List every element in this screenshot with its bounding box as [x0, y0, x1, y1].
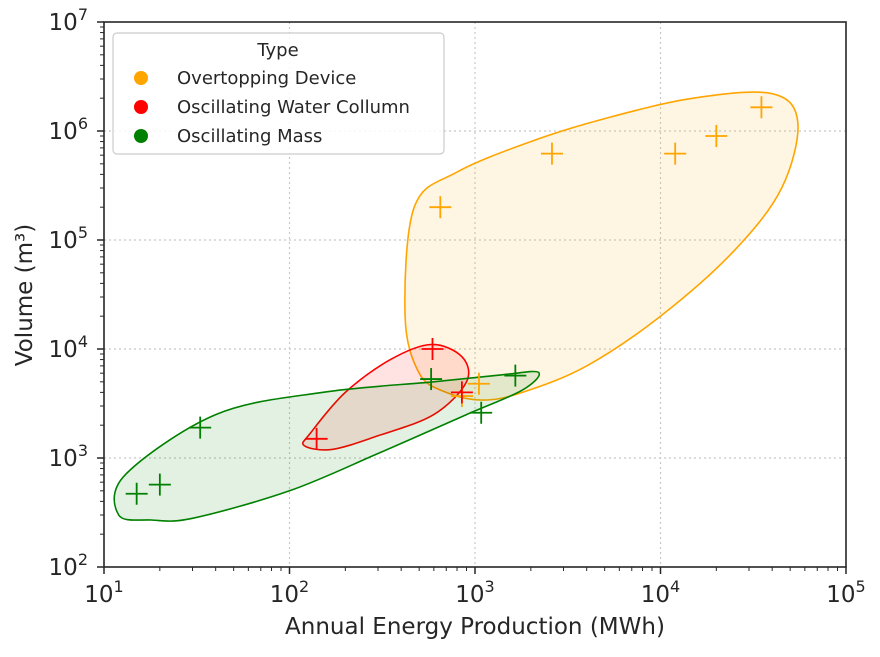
cluster-regions — [113, 91, 799, 522]
legend-swatch-oscillating-mass — [134, 129, 148, 143]
x-tick-label: 101 — [84, 577, 123, 608]
region-oscillating-water-collumn — [301, 343, 470, 451]
marker-overtopping-device — [750, 96, 773, 119]
y-tick-label: 106 — [49, 114, 88, 145]
y-axis-title: Volume (m³) — [12, 224, 38, 366]
legend-title: Type — [256, 40, 298, 61]
marker-oscillating-mass — [189, 416, 212, 439]
marker-oscillating-mass — [420, 368, 443, 391]
legend: Type Overtopping Device Oscillating Wate… — [112, 32, 445, 155]
y-tick-label: 107 — [49, 5, 88, 36]
legend-label-oscillating-water-collumn: Oscillating Water Collumn — [177, 97, 410, 118]
x-tick-label: 104 — [641, 577, 680, 608]
marker-oscillating-mass — [504, 364, 527, 387]
marker-oscillating-mass — [470, 401, 493, 424]
marker-oscillating-mass — [148, 473, 171, 496]
marker-overtopping-device — [429, 196, 452, 219]
y-tick-label: 103 — [49, 441, 88, 472]
legend-swatch-overtopping-device — [134, 71, 148, 85]
marker-overtopping-device — [664, 142, 687, 165]
y-tick-label: 105 — [49, 223, 88, 254]
region-overtopping-device — [404, 91, 799, 401]
x-tick-label: 105 — [826, 577, 865, 608]
marker-oscillating-water-collumn — [450, 381, 473, 404]
x-tick-label: 102 — [270, 577, 309, 608]
marker-oscillating-water-collumn — [421, 338, 444, 360]
legend-label-oscillating-mass: Oscillating Mass — [177, 126, 322, 147]
marker-overtopping-device — [540, 142, 563, 165]
marker-overtopping-device — [705, 124, 728, 147]
y-tick-label: 104 — [49, 332, 88, 363]
marker-oscillating-water-collumn — [305, 427, 328, 450]
legend-label-overtopping-device: Overtopping Device — [177, 68, 356, 89]
axis-ticks — [97, 21, 847, 574]
x-axis-title: Annual Energy Production (MWh) — [285, 614, 665, 640]
marker-oscillating-mass — [125, 482, 148, 505]
y-tick-label: 102 — [49, 550, 88, 581]
region-oscillating-mass — [113, 370, 541, 522]
marker-overtopping-device — [467, 372, 490, 395]
legend-swatch-oscillating-water-collumn — [134, 100, 148, 114]
legend-frame — [112, 32, 445, 155]
data-markers — [125, 96, 773, 505]
x-tick-label: 103 — [455, 577, 494, 608]
